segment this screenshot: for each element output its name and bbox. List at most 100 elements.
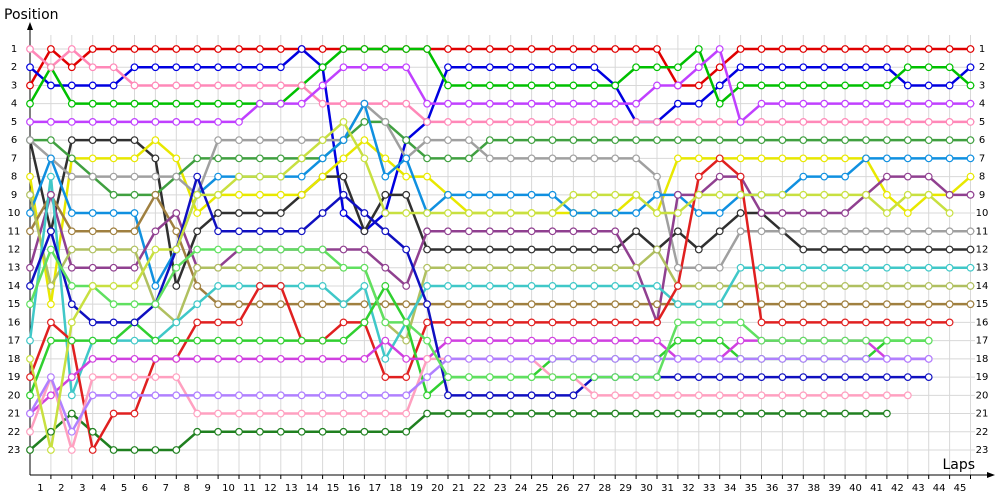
position-marker [841, 227, 849, 236]
y-tick-label: 22 [8, 427, 21, 438]
position-marker [297, 336, 306, 345]
position-marker [883, 245, 891, 254]
position-marker [903, 63, 912, 72]
position-marker [653, 118, 661, 126]
position-marker [611, 209, 620, 217]
position-marker [590, 409, 599, 418]
position-marker [130, 446, 139, 454]
position-marker [945, 245, 954, 254]
position-marker [423, 172, 432, 181]
position-marker [966, 282, 975, 290]
position-marker [715, 172, 724, 181]
position-marker [924, 99, 933, 108]
position-marker [109, 282, 118, 290]
position-marker [674, 409, 682, 418]
position-marker [548, 190, 557, 199]
position-marker [757, 209, 766, 217]
y-tick-label: 17 [8, 336, 21, 347]
x-tick-label: 38 [807, 483, 820, 494]
position-marker [569, 318, 578, 327]
series-line [29, 47, 972, 233]
position-marker [527, 45, 536, 53]
position-marker [694, 282, 703, 290]
position-marker [548, 227, 557, 236]
position-marker [778, 409, 787, 418]
series-line [28, 47, 971, 87]
position-marker [318, 300, 327, 309]
position-marker [924, 118, 933, 126]
position-marker [235, 300, 243, 309]
y-tick-label-right: 3 [979, 80, 985, 91]
position-marker [653, 391, 661, 400]
position-marker [151, 190, 160, 199]
position-marker [485, 209, 494, 217]
position-marker [235, 45, 243, 53]
position-marker [109, 118, 118, 126]
position-marker [569, 63, 578, 72]
y-axis-title: Position [4, 7, 59, 23]
position-marker [674, 99, 682, 108]
position-marker [151, 172, 160, 181]
position-marker [506, 391, 515, 400]
position-marker [130, 336, 139, 345]
position-marker [590, 190, 599, 199]
position-marker [26, 263, 34, 272]
position-marker [339, 336, 348, 345]
position-marker [465, 336, 473, 345]
position-marker [88, 318, 97, 327]
position-marker [966, 118, 975, 126]
position-marker [256, 300, 264, 309]
position-marker [214, 409, 223, 418]
x-tick-label: 43 [912, 483, 925, 494]
position-marker [360, 136, 369, 145]
position-marker [151, 336, 160, 345]
position-marker [548, 282, 557, 290]
position-marker [715, 190, 724, 199]
position-marker [841, 354, 849, 363]
position-marker [966, 172, 975, 181]
position-marker [26, 45, 34, 53]
position-marker [694, 172, 703, 181]
position-marker [276, 172, 285, 181]
position-marker [611, 99, 620, 108]
position-marker [109, 209, 118, 217]
position-marker [214, 154, 223, 163]
position-marker [694, 318, 703, 327]
position-marker [235, 99, 243, 108]
position-marker [715, 136, 724, 145]
position-marker [88, 45, 97, 53]
y-tick-label: 14 [8, 281, 21, 292]
position-marker [151, 45, 160, 53]
position-marker [715, 45, 724, 53]
position-marker [862, 263, 870, 272]
position-marker [297, 45, 306, 53]
position-marker [674, 190, 682, 199]
position-marker [903, 391, 912, 400]
position-marker [276, 81, 285, 90]
position-marker [590, 136, 599, 145]
position-marker [611, 81, 620, 90]
position-marker [360, 245, 369, 254]
position-marker [276, 282, 285, 290]
position-marker [674, 136, 682, 145]
position-marker [235, 227, 243, 236]
position-marker [966, 190, 975, 199]
position-marker [193, 99, 202, 108]
position-marker [841, 209, 849, 217]
position-marker [799, 45, 808, 53]
position-marker [444, 263, 452, 272]
position-marker [653, 209, 661, 217]
position-marker [109, 300, 118, 309]
position-marker [47, 190, 55, 199]
position-marker [757, 118, 766, 126]
position-marker [590, 154, 599, 163]
position-marker [235, 245, 243, 254]
position-marker [506, 318, 515, 327]
position-marker [820, 227, 829, 236]
position-marker [799, 373, 808, 381]
position-marker [820, 45, 829, 53]
position-marker [444, 45, 452, 53]
position-marker [67, 336, 76, 345]
position-marker [193, 45, 202, 53]
position-marker [694, 45, 703, 53]
